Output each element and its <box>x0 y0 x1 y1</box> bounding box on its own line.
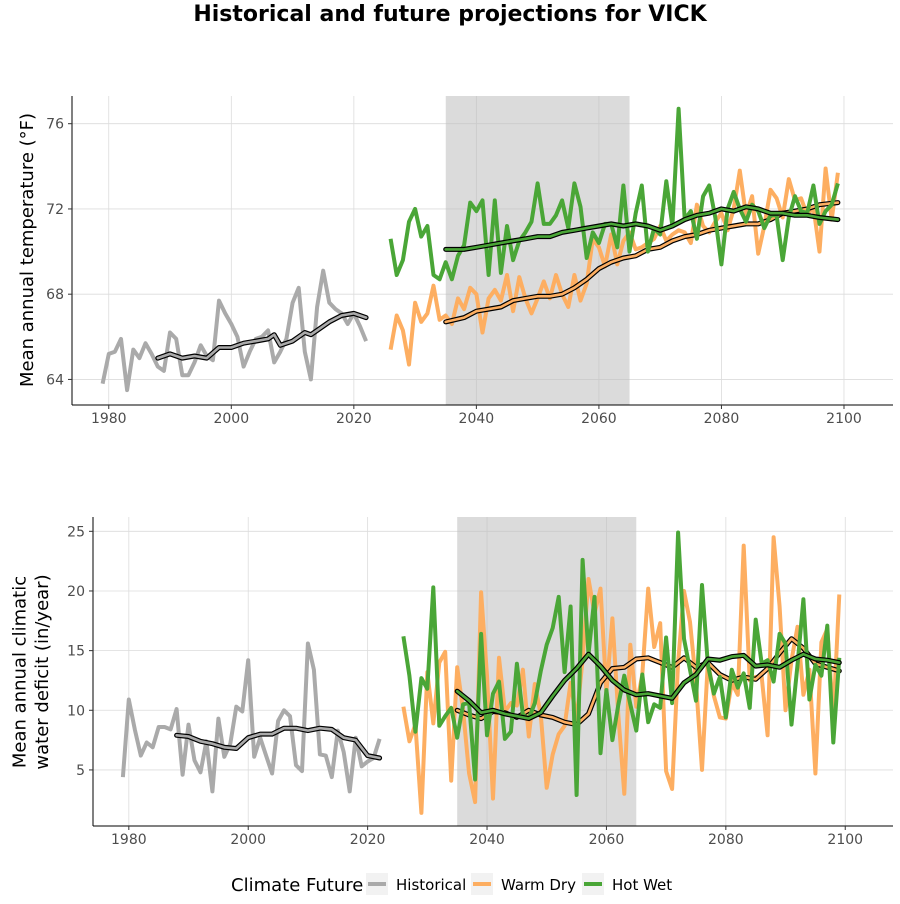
series-hot-wet-rolling-mean <box>455 652 841 720</box>
series-historical <box>120 641 382 794</box>
x-tick-label: 2040 <box>469 832 505 848</box>
series-group <box>100 106 841 393</box>
series-hot-wet <box>388 106 840 282</box>
y-tick-label: 72 <box>46 202 64 218</box>
x-tick-label: 2100 <box>827 832 863 848</box>
series-historical-rolling-mean <box>156 312 368 360</box>
legend: Climate Future Historical Warm Dry Hot W… <box>231 873 672 896</box>
figure-title: Historical and future projections for VI… <box>193 2 707 27</box>
y-tick-label: 25 <box>67 524 85 540</box>
x-tick-label: 2000 <box>213 411 249 427</box>
x-tick-label: 2100 <box>826 411 862 427</box>
y-tick-label: 20 <box>67 584 85 600</box>
y-axis-label-line1: Mean annual climatic <box>9 576 30 768</box>
y-tick-label: 64 <box>46 372 64 388</box>
y-tick-label: 76 <box>46 117 64 133</box>
x-tick-label: 2080 <box>708 832 744 848</box>
x-tick-label: 2020 <box>350 832 386 848</box>
legend-title: Climate Future <box>231 875 363 896</box>
series-warm-dry <box>388 166 840 367</box>
legend-item-historical: Historical <box>366 873 466 895</box>
x-tick-label: 1980 <box>91 411 127 427</box>
x-tick-label: 2040 <box>459 411 495 427</box>
temperature-panel: 1980 2000 2020 2040 2060 2080 2100 64 68 72 76 Mean… <box>17 96 893 427</box>
water-deficit-panel: 1980 2000 2020 2040 2060 2080 2100 5 10 15 20 25 Mea… <box>9 517 893 848</box>
x-tick-label: 2060 <box>589 832 625 848</box>
series-historical <box>100 268 368 393</box>
x-tick-label: 2000 <box>230 832 266 848</box>
y-tick-label: 15 <box>67 644 85 660</box>
y-axis-label: Mean annual climaticwater deficit (in/ye… <box>9 574 53 769</box>
series-hot-wet-rolling-mean <box>444 205 840 251</box>
x-tick-label: 2060 <box>581 411 617 427</box>
y-tick-label: 5 <box>76 763 85 779</box>
series-historical-rolling-mean <box>175 726 381 760</box>
x-tick-label: 2080 <box>704 411 740 427</box>
legend-item-warm-dry: Warm Dry <box>471 873 576 895</box>
y-axis-label-line2: water deficit (in/year) <box>32 574 53 769</box>
y-tick-label: 10 <box>67 703 85 719</box>
legend-label-historical: Historical <box>396 876 466 894</box>
legend-label-hot-wet: Hot Wet <box>612 876 672 894</box>
y-tick-label: 68 <box>46 287 64 303</box>
x-tick-label: 2020 <box>336 411 372 427</box>
series-group <box>120 530 842 815</box>
x-tick-label: 1980 <box>111 832 147 848</box>
legend-item-hot-wet: Hot Wet <box>582 873 672 895</box>
legend-label-warm-dry: Warm Dry <box>501 876 576 894</box>
y-axis-label: Mean annual temperature (°F) <box>17 113 38 387</box>
